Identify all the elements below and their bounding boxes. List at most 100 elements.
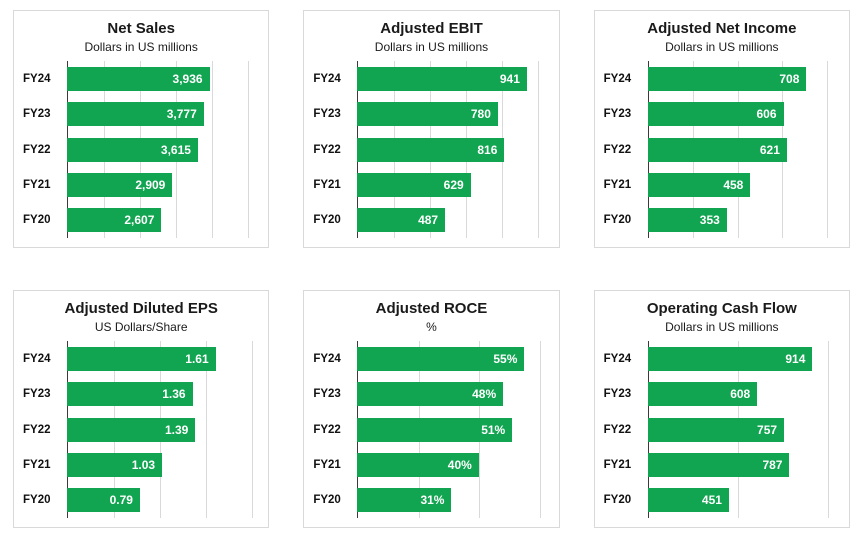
bar-track: 55%: [357, 341, 545, 376]
category-label: FY20: [23, 214, 51, 227]
data-bar: 487: [357, 208, 446, 233]
data-bar: 2,607: [67, 208, 162, 233]
chart-subtitle: Dollars in US millions: [374, 40, 489, 54]
bar-row: FY24 708: [604, 61, 840, 96]
data-bar: 2,909: [67, 173, 173, 198]
bar-track: 629: [357, 167, 545, 202]
category-label: FY22: [23, 423, 51, 436]
value-label: 451: [701, 493, 722, 508]
bar-track: 780: [357, 97, 545, 132]
bar-track: 1.03: [67, 447, 255, 482]
bar-row: FY20 487: [313, 203, 549, 238]
data-bar: 353: [647, 208, 727, 233]
bar-row: FY22 621: [604, 132, 840, 167]
bar-track: 0.79: [67, 483, 255, 518]
charts-grid: Net Sales Dollars in US millions FY24 3,…: [13, 10, 850, 528]
bar-row: FY20 0.79: [23, 483, 259, 518]
bar-track: 1.61: [67, 341, 255, 376]
bar-track: 606: [647, 97, 836, 132]
value-label: 353: [699, 213, 720, 228]
data-bar: 787: [647, 453, 790, 478]
chart-subtitle: Dollars in US millions: [665, 40, 779, 54]
category-label: FY24: [603, 353, 632, 366]
category-label: FY24: [23, 353, 51, 366]
bar-row: FY21 629: [313, 167, 549, 202]
bar-track: 487: [357, 203, 545, 238]
bar-rows: FY24 3,936 FY23 3,777 FY22 3,615 FY21 2,…: [23, 61, 259, 238]
bar-rows: FY24 708 FY23 606 FY22 621 FY21 458: [604, 61, 840, 238]
data-bar: 1.03: [67, 453, 163, 478]
value-label: 55%: [493, 352, 518, 367]
category-label: FY22: [313, 423, 341, 436]
category-label: FY24: [313, 73, 341, 86]
data-bar: 621: [647, 137, 787, 162]
bar-rows: FY24 914 FY23 608 FY22 757 FY21 787: [604, 341, 840, 518]
bar-track: 3,936: [67, 61, 255, 96]
bar-track: 1.36: [67, 377, 255, 412]
bar-row: FY23 3,777: [23, 97, 259, 132]
value-label: 3,615: [160, 142, 191, 157]
gridline: [251, 341, 253, 518]
value-label: 608: [730, 387, 751, 402]
bar-row: FY21 2,909: [23, 167, 259, 202]
bar-row: FY23 780: [313, 97, 549, 132]
value-label: 1.36: [162, 387, 186, 402]
value-label: 2,909: [135, 178, 166, 193]
plot-area: FY24 55% FY23 48% FY22 51% FY21 40%: [313, 341, 549, 518]
value-label: 757: [757, 422, 778, 437]
data-bar: 451: [647, 488, 729, 513]
data-bar: 708: [647, 67, 807, 92]
chart-panel: Adjusted ROCE % FY24 55% FY23 48% FY22 5…: [303, 290, 560, 528]
bar-row: FY23 606: [604, 97, 840, 132]
plot-area: FY24 941 FY23 780 FY22 816 FY21 629: [313, 61, 549, 238]
chart-title: Adjusted Net Income: [647, 20, 797, 37]
value-label: 1.39: [164, 422, 189, 437]
gridline: [827, 341, 829, 518]
bar-row: FY24 941: [313, 61, 549, 96]
bar-row: FY24 1.61: [23, 341, 259, 376]
bar-track: 31%: [357, 483, 545, 518]
bar-row: FY24 3,936: [23, 61, 259, 96]
gridline: [205, 341, 207, 518]
chart-title: Operating Cash Flow: [646, 300, 797, 317]
data-bar: 3,615: [67, 137, 198, 162]
chart-subtitle: US Dollars/Share: [94, 320, 188, 334]
data-bar: 458: [647, 173, 751, 198]
bar-row: FY21 40%: [313, 447, 549, 482]
data-bar: 816: [357, 137, 505, 162]
bar-row: FY21 787: [604, 447, 840, 482]
gridline: [248, 61, 250, 238]
bar-row: FY20 2,607: [23, 203, 259, 238]
value-label: 621: [759, 142, 780, 157]
bar-row: FY23 1.36: [23, 377, 259, 412]
category-label: FY20: [603, 214, 632, 227]
bar-rows: FY24 55% FY23 48% FY22 51% FY21 40%: [313, 341, 549, 518]
bar-track: 353: [647, 203, 836, 238]
bar-row: FY21 458: [604, 167, 840, 202]
category-label: FY21: [313, 459, 341, 472]
value-label: 780: [470, 107, 491, 122]
chart-panel: Adjusted Net Income Dollars in US millio…: [593, 10, 850, 248]
category-label: FY22: [313, 143, 341, 156]
category-label: FY23: [603, 108, 632, 121]
category-label: FY21: [23, 179, 51, 192]
category-label: FY23: [603, 388, 632, 401]
data-bar: 608: [647, 382, 758, 407]
bar-row: FY22 757: [604, 412, 840, 447]
category-label: FY23: [313, 108, 341, 121]
value-label: 787: [762, 458, 783, 473]
bar-row: FY22 816: [313, 132, 549, 167]
data-bar: 31%: [357, 488, 452, 513]
category-label: FY21: [603, 179, 632, 192]
category-label: FY23: [23, 388, 51, 401]
value-label: 606: [756, 107, 777, 122]
bar-row: FY20 31%: [313, 483, 549, 518]
value-label: 914: [785, 352, 806, 367]
data-bar: 40%: [357, 453, 479, 478]
value-label: 0.79: [109, 493, 133, 508]
chart-subtitle: Dollars in US millions: [84, 40, 198, 54]
value-label: 3,936: [172, 72, 203, 87]
bar-track: 451: [647, 483, 836, 518]
category-label: FY24: [23, 73, 51, 86]
value-label: 31%: [420, 493, 445, 508]
